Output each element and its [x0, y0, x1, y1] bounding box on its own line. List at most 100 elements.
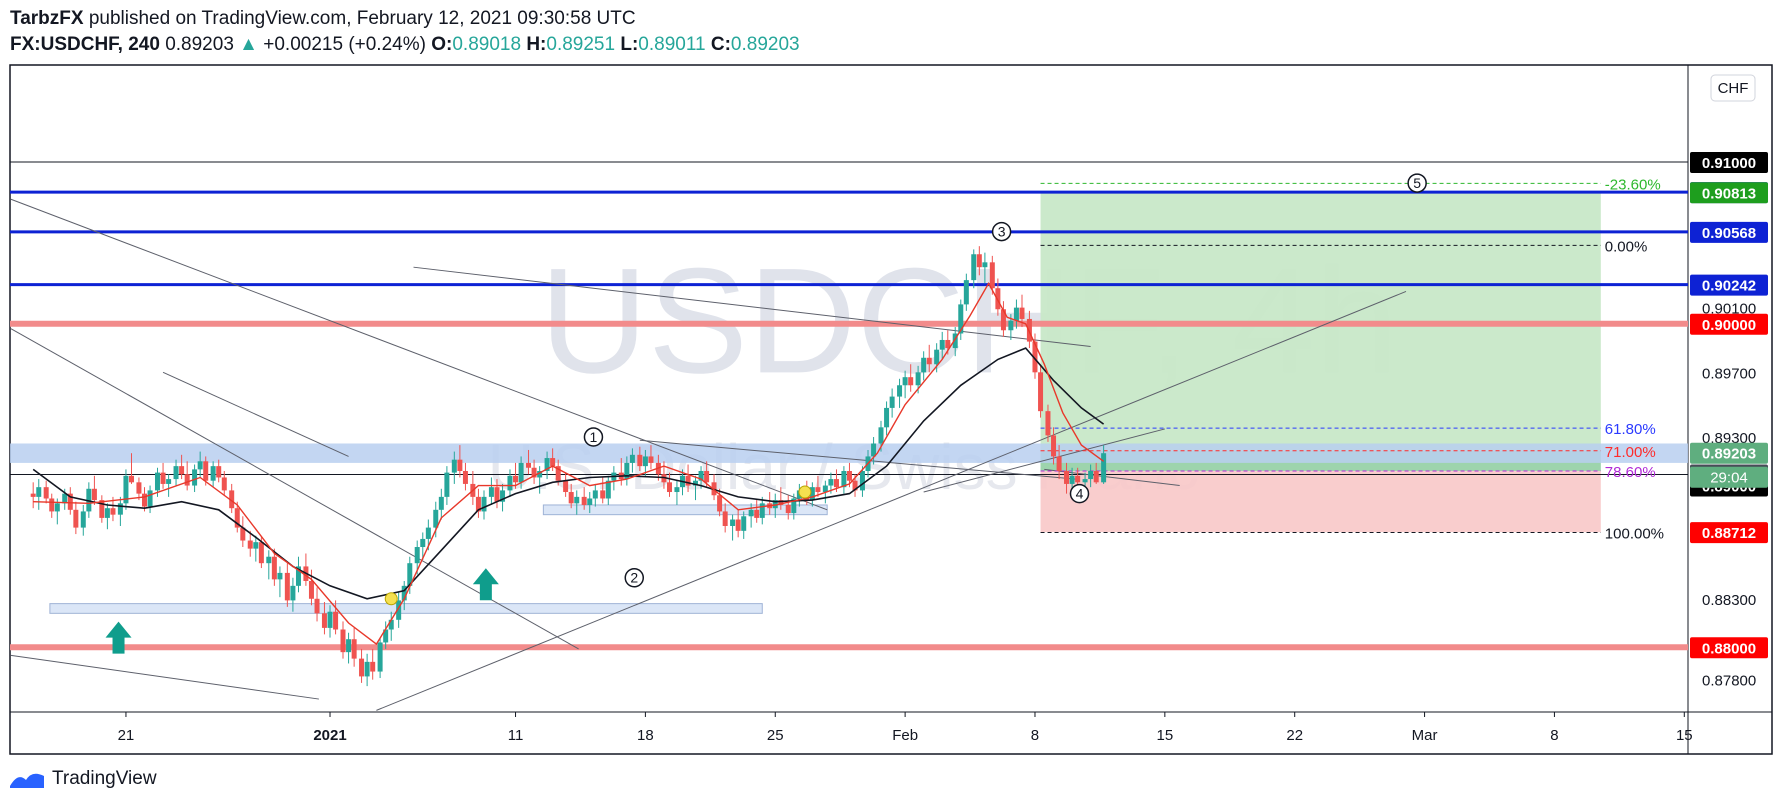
tradingview-footer[interactable]: TradingView [8, 768, 157, 790]
support-zone-low [49, 603, 763, 614]
candle-body [989, 262, 995, 289]
countdown-tag [1690, 466, 1768, 488]
author-name[interactable]: TarbzFX [10, 8, 84, 29]
signal-marker-icon [384, 592, 398, 606]
candle-body [833, 479, 839, 488]
candle-body [136, 482, 142, 494]
wave-label: 5 [1413, 175, 1421, 191]
candle-body [488, 487, 494, 497]
candle-body [963, 280, 969, 305]
candle-body [1075, 475, 1081, 483]
candle-body [667, 482, 673, 493]
time-axis-tick: 2021 [313, 727, 346, 744]
candle-body [1101, 453, 1107, 483]
candle-body [1051, 435, 1057, 457]
candle-body [173, 466, 179, 480]
candle-body [295, 566, 301, 586]
moving-average-slow [32, 347, 1105, 600]
candle-body [1064, 470, 1070, 484]
candle-body [629, 454, 635, 463]
price-axis-tick: 0.88300 [1702, 592, 1756, 609]
candle-body [425, 527, 431, 539]
candle-body [1045, 411, 1051, 436]
candle-body [110, 508, 116, 515]
candle-body [420, 538, 426, 548]
candle-body [846, 470, 852, 481]
time-axis-tick: 15 [1156, 727, 1173, 744]
fib-level-label: 0.00% [1605, 238, 1648, 255]
low-value: 0.89011 [638, 34, 706, 55]
currency-button-label[interactable]: CHF [1718, 80, 1749, 97]
candle-body [685, 475, 691, 486]
candle-body [815, 487, 821, 493]
fib-level-label: 61.80% [1605, 421, 1656, 438]
bullish-arrow-icon [105, 621, 132, 654]
candle-body [828, 479, 834, 486]
candle-body [340, 629, 346, 653]
candle-body [642, 456, 648, 467]
candle-body [438, 496, 444, 510]
candle-body [240, 527, 246, 541]
time-axis-tick: 18 [637, 727, 654, 744]
time-axis-tick: Feb [892, 727, 918, 744]
chart-frame [9, 64, 1773, 755]
price-tag-label: 0.88000 [1702, 640, 1756, 657]
candle-body [1008, 320, 1014, 331]
price-tag [1690, 442, 1768, 464]
wave-label: 2 [630, 570, 638, 586]
open-value: 0.89018 [452, 34, 522, 55]
currency-button[interactable] [1710, 74, 1756, 102]
candle-body [722, 511, 728, 526]
candle-body [704, 470, 710, 483]
candle-body [462, 470, 468, 484]
candle-body [748, 509, 754, 517]
price-tag [1690, 182, 1768, 204]
candle-body [247, 540, 253, 549]
time-axis-tick: 22 [1286, 727, 1303, 744]
candle-body [388, 619, 394, 630]
candle-body [574, 496, 580, 504]
symbol-label: FX:USDCHF, 240 [10, 34, 160, 55]
price-tag [1690, 522, 1768, 544]
candle-body [809, 487, 815, 501]
candle-body [1069, 475, 1075, 484]
fib-level-label: 71.00% [1605, 444, 1656, 461]
candle-body [563, 480, 569, 493]
candle-body [333, 611, 339, 630]
candle-body [772, 500, 778, 509]
price-tag [1690, 221, 1768, 243]
candle-body [359, 658, 365, 677]
candle-body [314, 598, 320, 614]
candle-body [481, 496, 487, 512]
candle-body [1056, 456, 1062, 471]
fib-level-label: 100.00% [1605, 525, 1664, 542]
resistance-zone [10, 443, 1688, 463]
candle-body [1093, 470, 1099, 483]
candle-body [939, 339, 945, 350]
candle-body [370, 661, 376, 672]
low-label: L: [620, 34, 639, 55]
candle-body [54, 503, 60, 512]
candle-body [859, 470, 865, 491]
candle-body [117, 503, 123, 515]
candle-body [327, 611, 333, 628]
candle-body [346, 639, 352, 653]
candle-body [507, 475, 513, 491]
candle-body [537, 470, 543, 478]
price-tag-label: 0.90813 [1702, 185, 1756, 202]
ohlc-line: FX:USDCHF, 240 0.89203 ▲ +0.00215 (+0.24… [10, 32, 800, 58]
open-label: O: [431, 34, 453, 55]
candle-body [902, 377, 908, 386]
candle-body [587, 498, 593, 505]
candle-body [396, 600, 402, 620]
price-tag [1690, 274, 1768, 296]
candle-body [290, 585, 296, 601]
candle-body [1000, 309, 1006, 331]
price-axis-tick: 0.90100 [1702, 301, 1756, 318]
candle-body [407, 563, 413, 586]
candle-body [86, 488, 92, 512]
candle-body [91, 488, 97, 501]
candle-body [852, 480, 858, 491]
candle-body [730, 519, 736, 526]
